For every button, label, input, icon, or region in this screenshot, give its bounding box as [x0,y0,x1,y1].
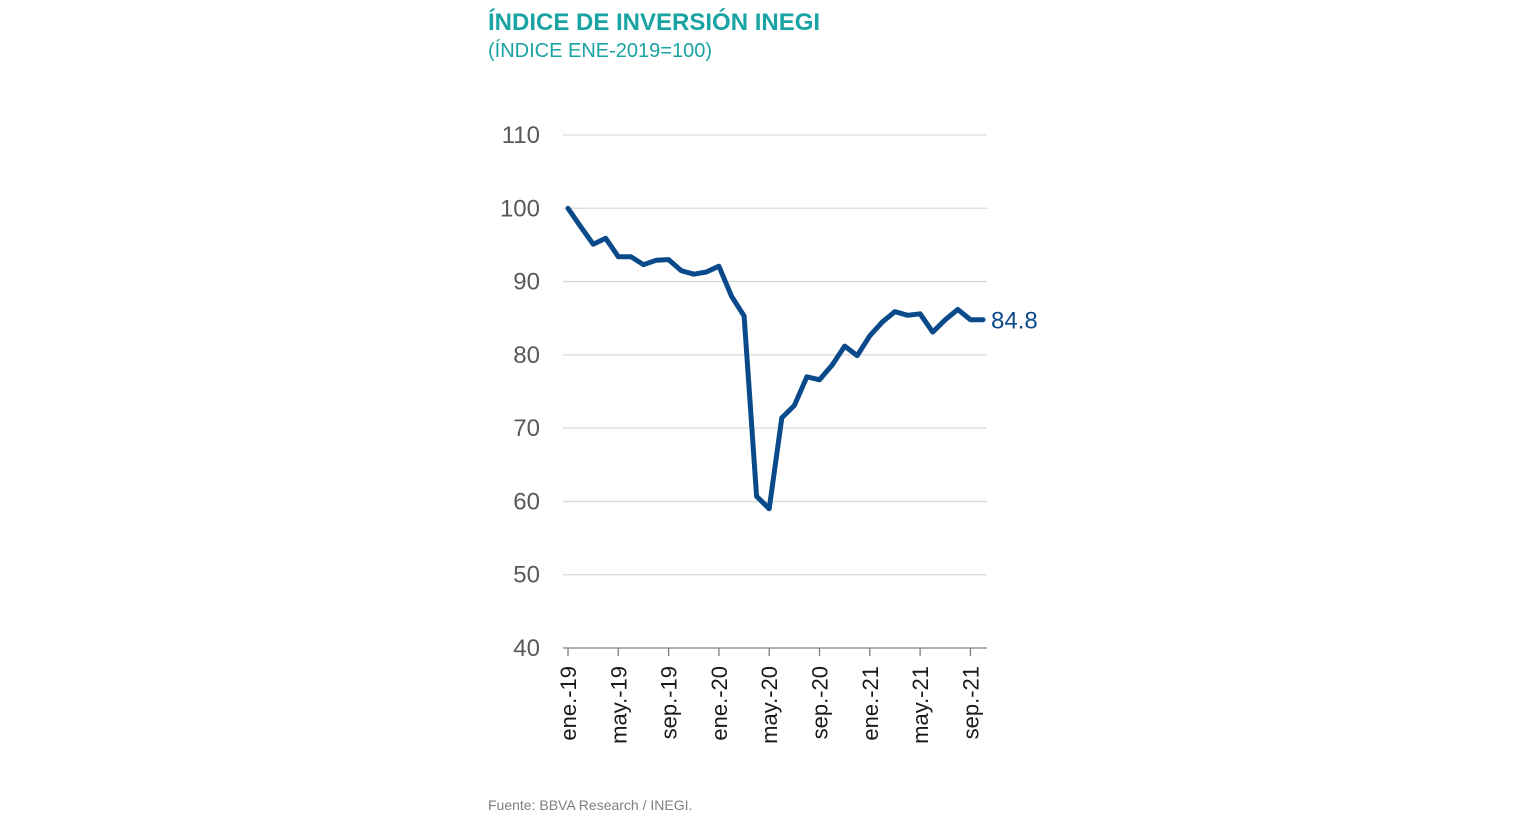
source-note: Fuente: BBVA Research / INEGI. [488,797,693,813]
line-chart: 40 50 60 70 80 90 100 110 ene.-19 may.-19 sep.-19… [500,122,1038,744]
chart-title: ÍNDICE DE INVERSIÓN INEGI [488,9,821,36]
y-tick-label-40: 40 [513,635,540,662]
x-tick-label-may.-21: may.-21 [908,666,933,744]
y-tick-label-90: 90 [513,269,540,296]
y-tick-label-80: 80 [513,342,540,369]
x-tick-label-sep.-20: sep.-20 [808,666,833,739]
x-tick-label-may.-20: may.-20 [757,666,782,744]
x-tick-label-sep.-21: sep.-21 [958,666,983,739]
x-tick-label-ene.-21: ene.-21 [858,666,883,741]
gridlines [563,134,987,576]
y-tick-label-70: 70 [513,415,540,442]
chart-subtitle: (ÍNDICE ENE-2019=100) [488,40,712,62]
x-tick-label-may.-19: may.-19 [606,666,631,744]
series-line-0 [565,205,986,512]
x-axis [563,647,987,656]
y-tick-label-60: 60 [513,488,540,515]
data-labels: 84.8 [991,308,1038,335]
x-axis-tick-labels: ene.-19 may.-19 sep.-19 ene.-20 may.-20 sep.-… [556,666,983,744]
x-tick-label-sep.-19: sep.-19 [657,666,682,739]
y-tick-label-100: 100 [500,195,540,222]
x-tick-label-ene.-19: ene.-19 [556,666,581,741]
x-tick-label-ene.-20: ene.-20 [707,666,732,741]
series-layer [565,205,986,512]
y-axis-tick-labels: 40 50 60 70 80 90 100 110 [500,122,540,662]
y-tick-label-110: 110 [502,122,540,149]
end-value-label: 84.8 [991,308,1038,335]
y-tick-label-50: 50 [513,562,540,589]
